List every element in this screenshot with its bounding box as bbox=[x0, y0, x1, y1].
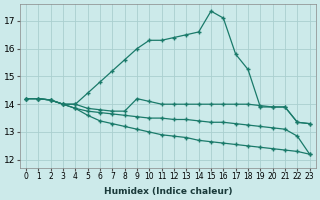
X-axis label: Humidex (Indice chaleur): Humidex (Indice chaleur) bbox=[104, 187, 232, 196]
